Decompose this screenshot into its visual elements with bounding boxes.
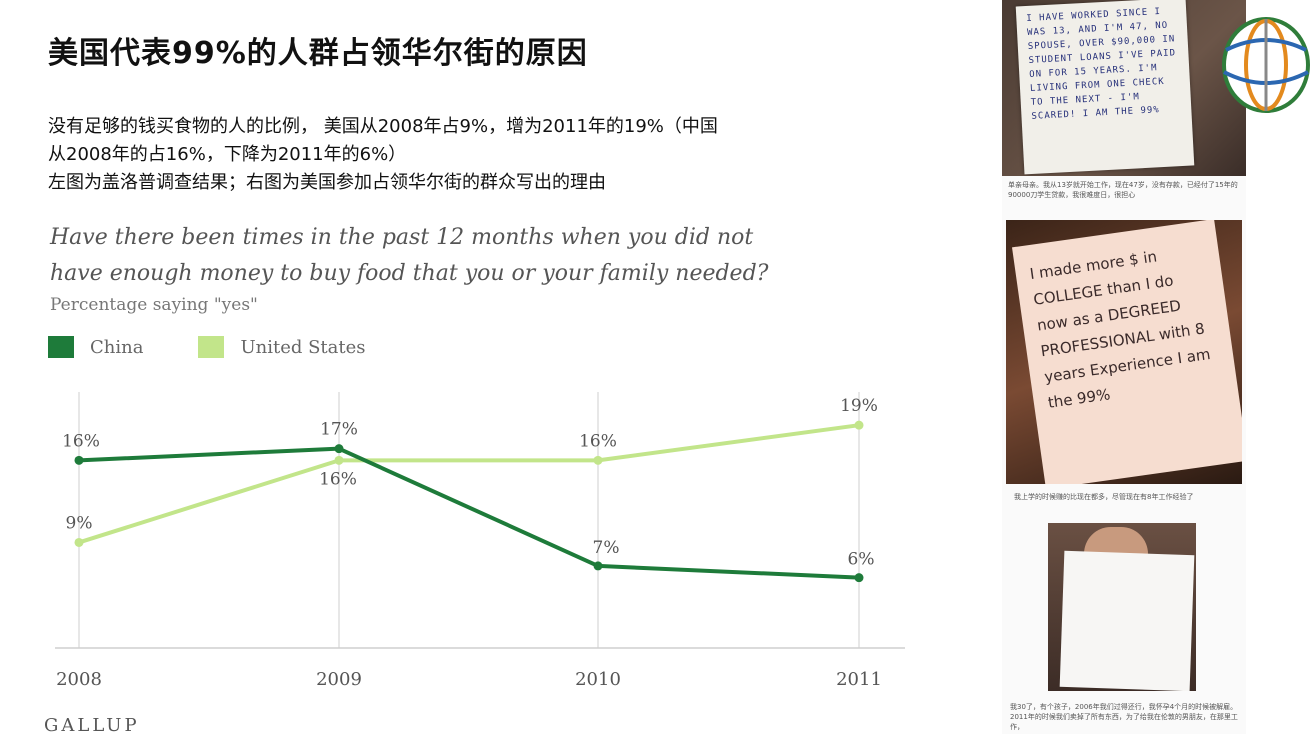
- chart-legend: China United States: [48, 336, 421, 358]
- data-label-china-2011: 6%: [848, 550, 875, 570]
- photo-caption-3: 我30了，有个孩子，2006年我们过得还行，我怀孕4个月的时候被解雇。2011年…: [1010, 703, 1238, 731]
- data-label-china-2008: 16%: [62, 431, 100, 451]
- x-tick-2008: 2008: [56, 669, 102, 690]
- x-tick-2011: 2011: [836, 669, 882, 690]
- legend-swatch-us: [198, 336, 225, 358]
- sign-3: [1059, 550, 1195, 691]
- sign-1-text: I HAVE WORKED SINCE I WAS 13, AND I'M 47…: [1026, 6, 1177, 122]
- photo-caption-2: 我上学的时候赚的比现在都多，尽管现在有8年工作经验了: [1014, 493, 1194, 501]
- sign-1: I HAVE WORKED SINCE I WAS 13, AND I'M 47…: [1015, 0, 1195, 175]
- series-line-us: [78, 423, 860, 545]
- data-label-us-2009: 16%: [319, 469, 357, 489]
- chart-title: Have there been times in the past 12 mon…: [50, 220, 768, 292]
- data-label-us-2011: 19%: [840, 396, 878, 416]
- chart-title-line-2: have enough money to buy food that you o…: [50, 261, 769, 286]
- legend-item-china: China: [48, 336, 143, 358]
- point-us-2008: [74, 537, 84, 547]
- globe-logo-icon: [1222, 17, 1310, 113]
- point-us-2011: [854, 420, 864, 430]
- sign-2-text: I made more $ in COLLEGE than I do now a…: [1028, 247, 1212, 412]
- x-tick-2009: 2009: [316, 669, 362, 690]
- point-china-2008: [74, 455, 84, 465]
- chart-title-line-1: Have there been times in the past 12 mon…: [50, 225, 754, 250]
- data-label-china-2009: 17%: [320, 420, 358, 440]
- data-label-us-2008: 9%: [66, 513, 93, 533]
- protest-photo-2: I made more $ in COLLEGE than I do now a…: [1006, 220, 1242, 484]
- legend-label-china: China: [90, 336, 144, 358]
- photo-column: I HAVE WORKED SINCE I WAS 13, AND I'M 47…: [1002, 0, 1246, 734]
- point-china-2009: [334, 444, 344, 454]
- desc-line-1: 没有足够的钱买食物的人的比例， 美国从2008年占9%，增为2011年的19%（…: [48, 116, 718, 137]
- point-china-2011: [854, 573, 864, 583]
- data-label-us-2010: 16%: [579, 431, 617, 451]
- desc-line-2: 从2008年的占16%，下降为2011年的6%）: [48, 144, 407, 165]
- gallup-brand: GALLUP: [44, 715, 140, 736]
- series-line-china: [78, 446, 860, 580]
- desc-line-3: 左图为盖洛普调查结果；右图为美国参加占领华尔街的群众写出的理由: [48, 172, 606, 193]
- legend-swatch-china: [48, 336, 74, 358]
- slide-description: 没有足够的钱买食物的人的比例， 美国从2008年占9%，增为2011年的19%（…: [48, 113, 898, 197]
- chart-subtitle: Percentage saying "yes": [50, 295, 258, 315]
- slide-title: 美国代表99%的人群占领华尔街的原因: [48, 36, 588, 71]
- photo-caption-1: 单亲母亲。我从13岁就开始工作，现在47岁，没有存款，已经付了15年的90000…: [1008, 181, 1238, 199]
- legend-label-us: United States: [240, 336, 366, 358]
- x-tick-2010: 2010: [575, 669, 621, 690]
- protest-photo-1: I HAVE WORKED SINCE I WAS 13, AND I'M 47…: [1002, 0, 1246, 176]
- sign-2: I made more $ in COLLEGE than I do now a…: [1012, 220, 1242, 484]
- point-us-2009: [334, 455, 344, 465]
- protest-photo-3: [1048, 523, 1196, 691]
- legend-item-us: United States: [198, 336, 366, 358]
- data-label-china-2010: 7%: [593, 538, 620, 558]
- point-us-2010: [593, 455, 603, 465]
- point-china-2010: [593, 561, 603, 571]
- line-chart: 2008 2009 2010 2011 16% 17% 7% 6% 9% 16% 16% 19%: [55, 392, 905, 690]
